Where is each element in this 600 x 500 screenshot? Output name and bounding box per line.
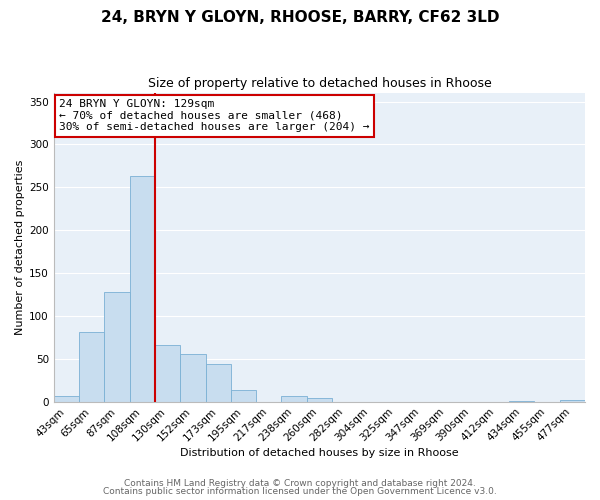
Bar: [130, 176, 155, 402]
Bar: [79, 332, 104, 402]
Text: 24 BRYN Y GLOYN: 129sqm
← 70% of detached houses are smaller (468)
30% of semi-d: 24 BRYN Y GLOYN: 129sqm ← 70% of detache…: [59, 99, 370, 132]
Bar: [206, 364, 231, 402]
Bar: [560, 400, 585, 402]
Bar: [180, 354, 206, 402]
Bar: [307, 398, 332, 402]
Text: Contains public sector information licensed under the Open Government Licence v3: Contains public sector information licen…: [103, 487, 497, 496]
Bar: [509, 401, 535, 402]
Bar: [54, 396, 79, 402]
Title: Size of property relative to detached houses in Rhoose: Size of property relative to detached ho…: [148, 78, 491, 90]
Bar: [104, 292, 130, 402]
Text: 24, BRYN Y GLOYN, RHOOSE, BARRY, CF62 3LD: 24, BRYN Y GLOYN, RHOOSE, BARRY, CF62 3L…: [101, 10, 499, 25]
Text: Contains HM Land Registry data © Crown copyright and database right 2024.: Contains HM Land Registry data © Crown c…: [124, 478, 476, 488]
Bar: [231, 390, 256, 402]
Bar: [281, 396, 307, 402]
X-axis label: Distribution of detached houses by size in Rhoose: Distribution of detached houses by size …: [180, 448, 459, 458]
Bar: [155, 345, 180, 402]
Y-axis label: Number of detached properties: Number of detached properties: [15, 160, 25, 335]
